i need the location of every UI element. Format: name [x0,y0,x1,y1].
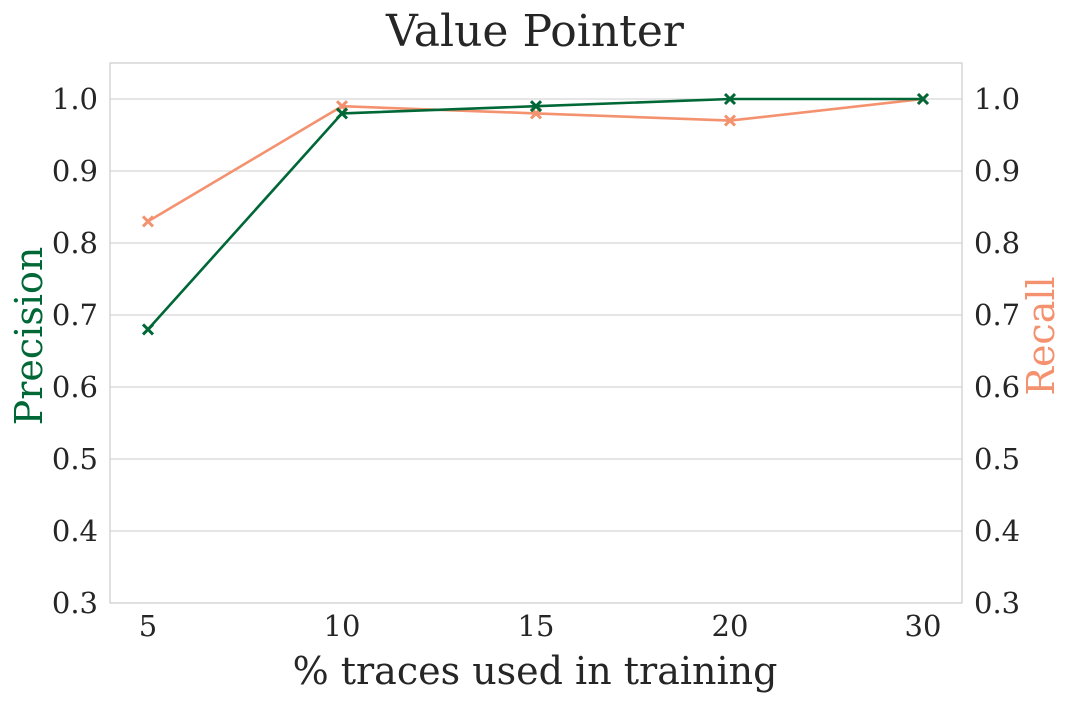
precision-line [147,97,923,331]
precision-point [335,107,349,120]
x-tick-label: 30 [905,609,942,643]
left-y-tick-label: 0.6 [52,370,98,404]
left-y-tick-label: 0.3 [52,586,98,620]
left-y-tick-label: 0.4 [52,514,98,548]
right-y-tick-label: 0.5 [974,442,1020,476]
right-y-tick-label: 0.4 [974,514,1020,548]
right-y-axis-label: Recall [1019,276,1063,395]
x-tick-label: 20 [712,609,749,643]
precision-point [916,92,930,106]
right-y-tick-label: 0.8 [974,226,1020,260]
precision-point [529,100,543,113]
right-y-tick-label: 0.3 [974,586,1020,620]
chart-title: Value Pointer [385,6,685,57]
left-y-tick-label: 0.7 [52,298,98,332]
left-y-axis: 0.3 0.4 0.5 0.6 0.7 0.8 0.9 1.0 [52,82,98,620]
precision-point [141,323,155,336]
x-axis: 5 10 15 20 30 [139,609,942,643]
left-y-axis-label: Precision [7,247,51,426]
x-tick-label: 5 [139,609,157,643]
x-tick-label: 15 [518,609,555,643]
series-layer [141,92,930,336]
x-axis-label: % traces used in training [293,649,778,693]
x-tick-label: 10 [324,609,361,643]
left-y-tick-label: 0.8 [52,226,98,260]
right-y-tick-label: 1.0 [974,82,1020,116]
right-y-tick-label: 0.7 [974,298,1020,332]
recall-line [147,97,924,223]
plot-frame [109,62,963,604]
left-y-tick-label: 0.9 [52,154,98,188]
precision-series [141,92,930,336]
left-y-tick-label: 0.5 [52,442,98,476]
precision-point [723,92,737,106]
right-y-axis: 0.3 0.4 0.5 0.6 0.7 0.8 0.9 1.0 [974,82,1020,620]
recall-point [723,114,737,127]
recall-point [141,215,155,228]
right-y-tick-label: 0.9 [974,154,1020,188]
left-y-tick-label: 1.0 [52,82,98,116]
gridlines [110,98,962,532]
right-y-tick-label: 0.6 [974,370,1020,404]
recall-series [141,92,930,228]
